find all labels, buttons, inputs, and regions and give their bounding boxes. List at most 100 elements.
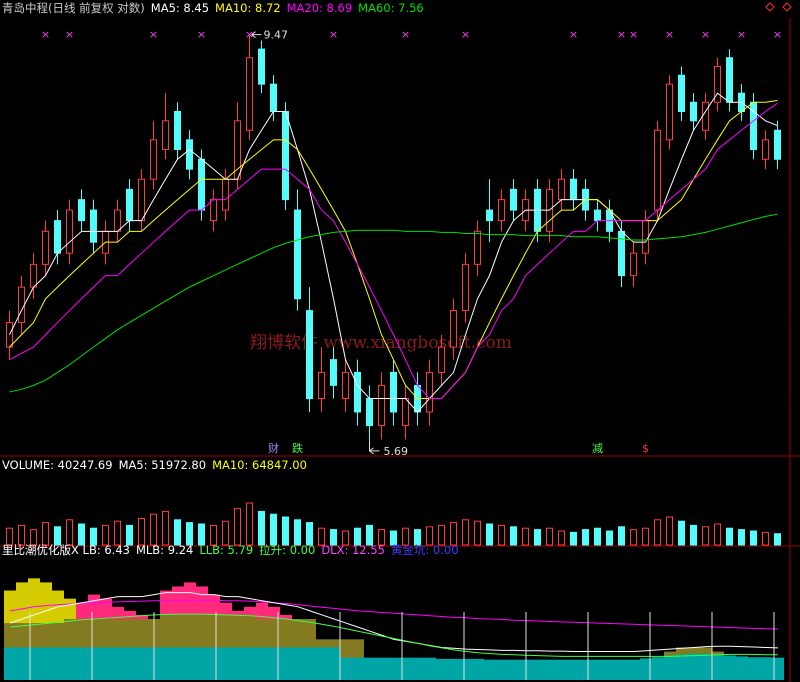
top-signal: × <box>197 28 206 41</box>
volume-bar <box>222 520 229 546</box>
bottom-signal: 跌 <box>292 441 303 455</box>
candle-body <box>714 65 721 103</box>
volume-bar <box>750 530 757 546</box>
candle-body <box>42 230 49 265</box>
volume-bar <box>318 527 325 546</box>
indicator-column <box>244 647 256 680</box>
volume-bar <box>582 529 589 546</box>
volume-bar <box>162 510 169 546</box>
volume-bar <box>366 524 373 546</box>
candle-body <box>450 310 457 348</box>
indicator-column <box>304 647 316 680</box>
volume-bar <box>198 523 205 546</box>
volume-bar <box>342 530 349 546</box>
indicator-label: LLB: 5.79 <box>199 543 254 557</box>
candle-body <box>510 188 517 211</box>
volume-bar <box>738 529 745 546</box>
volume-bar <box>426 526 433 546</box>
volume-bar <box>390 530 397 546</box>
indicator-column <box>28 647 40 680</box>
indicator-label: 黄金坑: 0.00 <box>390 543 459 557</box>
volume-bar <box>42 522 49 546</box>
volume-bar <box>210 524 217 546</box>
top-signal: × <box>149 28 158 41</box>
indicator-column <box>580 659 592 680</box>
top-signal: × <box>329 28 338 41</box>
volume-bar <box>234 508 241 546</box>
candle-body <box>78 199 85 222</box>
volume-bar <box>534 529 541 546</box>
indicator-header: 里比潮优化版X LB: 6.43 MLB: 9.24 LLB: 5.79 拉升: 0.… <box>2 543 459 557</box>
volume-bar <box>378 529 385 546</box>
ma-line <box>9 213 778 393</box>
candle-body <box>54 220 61 254</box>
candle-body <box>486 209 493 222</box>
candle-body <box>198 158 205 211</box>
indicator-column <box>712 654 724 680</box>
volume-bar <box>726 527 733 546</box>
candle-body <box>246 57 253 131</box>
indicator-label: 拉升: 0.00 <box>259 543 316 557</box>
candle-body <box>402 398 409 427</box>
indicator-column <box>136 647 148 680</box>
candle-body <box>618 230 625 277</box>
indicator-column <box>676 654 688 680</box>
volume-bar <box>6 527 13 546</box>
indicator-column <box>472 658 484 680</box>
volume-bar <box>54 526 61 546</box>
indicator-column <box>76 647 88 680</box>
volume-bar <box>114 520 121 546</box>
volume-bar <box>438 524 445 546</box>
indicator-column <box>736 656 748 680</box>
volume-bar <box>678 520 685 546</box>
indicator-column <box>628 659 640 680</box>
top-signal: × <box>569 28 578 41</box>
candle-body <box>438 346 445 373</box>
volume-bar <box>594 527 601 546</box>
indicator-column <box>568 659 580 680</box>
volume-bar <box>714 523 721 546</box>
candle-body <box>174 111 181 150</box>
candle-body <box>762 139 769 160</box>
indicator-column <box>592 659 604 680</box>
volume-bar <box>102 524 109 546</box>
candle-body <box>114 209 121 232</box>
indicator-column <box>616 659 628 680</box>
indicator-label: MLB: 9.24 <box>135 543 194 557</box>
window-icons <box>765 2 792 12</box>
volume-bar <box>498 524 505 546</box>
indicator-column <box>652 657 664 680</box>
indicator-column <box>640 658 652 680</box>
indicator-column <box>760 657 772 680</box>
candle-body <box>690 101 697 122</box>
indicator-column <box>124 647 136 680</box>
legend-entry: MA10: 8.72 <box>215 1 281 15</box>
top-signal: × <box>773 28 782 41</box>
volume-bar <box>126 524 133 546</box>
candle-body <box>222 178 229 211</box>
candle-body <box>462 263 469 312</box>
indicator-column <box>196 647 208 680</box>
legend-entry: MA60: 7.56 <box>358 1 424 15</box>
bottom-signal: 财 <box>268 441 279 455</box>
low-arrow <box>369 440 380 455</box>
volume-bar <box>30 529 37 546</box>
candle-body <box>18 286 25 324</box>
candle-body <box>270 83 277 113</box>
indicator-column <box>280 647 292 680</box>
indicator-column <box>220 647 232 680</box>
volume-bar <box>90 527 97 546</box>
candle-body <box>138 178 145 222</box>
candle-body <box>354 371 361 413</box>
volume-bar <box>666 516 673 546</box>
volume-bar <box>606 530 613 546</box>
indicator-column <box>328 647 340 680</box>
top-signal: × <box>701 28 710 41</box>
volume-bar <box>138 517 145 546</box>
indicator-column <box>604 659 616 680</box>
volume-bar <box>78 523 85 546</box>
candle-body <box>258 48 265 85</box>
volume-bar <box>306 522 313 546</box>
candle-body <box>342 371 349 400</box>
candle-body <box>318 371 325 400</box>
